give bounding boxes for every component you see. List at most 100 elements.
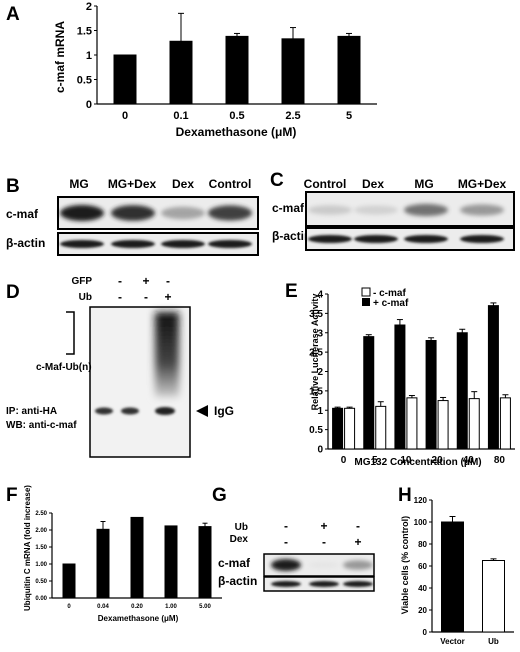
panel-g-actin-band [271, 581, 301, 587]
panel-f-x-tick-label: 0.20 [131, 604, 143, 610]
panel-h-y-tick-label: 100 [414, 518, 428, 527]
panel-h-chart: 0 20 40 60 80 100 120 Vector Ub [414, 496, 514, 646]
panel-e-bar [468, 398, 480, 450]
panel-h-y-tick-label: 40 [418, 584, 427, 593]
panel-d-wb-label: WB: anti-c-maf [6, 420, 77, 431]
panel-c: C Control Dex MG MG+Dex c-maf β-actin [270, 170, 515, 251]
panel-f-letter: F [6, 485, 18, 506]
panel-b: B MG MG+Dex Dex Control c-maf β-actin [6, 176, 259, 256]
panel-g-cmaf-band [343, 560, 373, 570]
panel-d-igg-label: IgG [214, 404, 234, 418]
panel-e-x-tick-label: 5 [372, 455, 378, 466]
panel-f-chart: 0.00 0.50 1.00 1.50 2.00 2.50 0 0.04 0.20 1.00 5.0… [35, 511, 222, 610]
panel-a-bar [113, 54, 137, 105]
panel-b-actin-band [60, 240, 104, 248]
panel-d-letter: D [6, 282, 20, 303]
panel-f-y-tick-label: 1.50 [35, 545, 47, 551]
panel-f: F Ubiquitin C mRNA (fold increase) Dexam… [6, 485, 222, 623]
panel-a-bar [281, 38, 305, 105]
panel-d-condition-label: Ub [79, 292, 92, 303]
panel-b-letter: B [6, 176, 20, 197]
panel-e-legend-label: - c-maf [373, 288, 406, 299]
panel-g-sign: + [320, 519, 327, 533]
panel-e-bar [437, 400, 449, 450]
panel-c-lane-label: Control [304, 177, 347, 191]
panel-e-x-tick-label: 20 [432, 455, 444, 466]
panel-e-y-tick-label: 2.5 [309, 348, 323, 359]
panel-c-actin-band [354, 235, 398, 243]
panel-f-y-tick-label: 2.00 [35, 528, 47, 534]
panel-e: E Relative Luciferase Activity MG132 Con… [285, 281, 515, 468]
panel-a-y-tick-label: 1 [86, 50, 92, 62]
panel-e-x-tick-label: 80 [494, 455, 506, 466]
panel-b-lane-label: Dex [172, 177, 194, 191]
panel-f-bar [96, 528, 110, 599]
panel-h-x-tick-label: Ub [488, 637, 499, 646]
panel-h-ylabel: Viable cells (% control) [400, 516, 410, 614]
panel-a-y-tick-label: 2 [86, 1, 92, 13]
panel-d-sign: - [118, 274, 122, 288]
panel-b-lane-label: MG [69, 177, 88, 191]
panel-e-xlabel: MG132 Concentration (μM) [354, 457, 481, 468]
panel-g-row-label: c-maf [218, 556, 251, 570]
panel-c-row-label: c-maf [272, 201, 305, 215]
panel-c-bands [308, 203, 504, 243]
panel-e-y-tick-label: 3.5 [309, 309, 323, 320]
panel-d-sign: + [142, 274, 149, 288]
panel-e-x-tick-label: 0 [341, 455, 347, 466]
panel-g-bands [271, 559, 373, 587]
panel-h-letter: H [398, 485, 412, 506]
panel-h-bar [482, 560, 505, 633]
panel-b-actin-band [208, 240, 252, 248]
panel-f-xlabel: Dexamethasone (μM) [98, 614, 179, 623]
panel-e-legend-swatch-empty [361, 287, 371, 297]
panel-a-x-tick-label: 0.5 [229, 110, 244, 122]
panel-e-y-tick-label: 3 [317, 328, 323, 339]
panel-h-bar [441, 521, 464, 633]
panel-a-xlabel: Dexamethasone (μM) [176, 125, 297, 139]
panel-f-bar [62, 563, 76, 599]
panel-h-y-tick-label: 80 [418, 540, 427, 549]
panel-d-igg-band [155, 407, 175, 415]
panel-f-bar [130, 516, 144, 599]
panel-f-bar [198, 526, 212, 599]
panel-d-igg-band [121, 407, 139, 415]
panel-e-bar [344, 407, 356, 450]
panel-g-sign: - [284, 535, 288, 549]
panel-b-row-label: c-maf [6, 207, 39, 221]
panel-c-row-label: β-actin [272, 229, 311, 243]
panel-d-sign: + [164, 290, 171, 304]
panel-e-bar [332, 407, 344, 450]
panel-e-bar [487, 305, 499, 450]
panel-d-ubiquitin-smear [155, 312, 179, 397]
panel-f-ylabel: Ubiquitin C mRNA (fold increase) [23, 485, 32, 611]
panel-e-bar [394, 324, 406, 450]
panel-e-bar [456, 332, 468, 450]
panel-b-actin-band [161, 240, 205, 248]
panel-a-chart: 0 0.5 1 1.5 2 0 0.1 0.5 2.5 5 [77, 1, 377, 122]
panel-e-ylabel: Relative Luciferase Activity [310, 294, 320, 411]
panel-d-sign: - [144, 290, 148, 304]
panel-c-lane-label: Dex [362, 177, 384, 191]
panel-e-letter: E [285, 281, 298, 302]
panel-c-actin-band [308, 235, 352, 243]
panel-e-legend-swatch-filled [362, 298, 370, 306]
panel-g-actin-band [309, 581, 339, 587]
panel-f-y-tick-label: 2.50 [35, 511, 47, 517]
panel-f-x-tick-label: 1.00 [165, 604, 177, 610]
panel-d-sign: - [166, 274, 170, 288]
panel-e-chart: 00.511.522.533.540 5 10 20 40 80 [309, 290, 515, 466]
panel-a-y-tick-label: 0.5 [77, 74, 92, 86]
panel-g-actin-band [343, 581, 373, 587]
panel-b-row-label: β-actin [6, 236, 45, 250]
panel-b-bands [60, 205, 252, 248]
panel-e-y-tick-label: 4 [317, 290, 323, 301]
panel-e-bar [406, 397, 418, 450]
panel-c-cmaf-band [460, 204, 504, 216]
panel-c-actin-band [404, 235, 448, 243]
panel-b-lane-label: Control [209, 177, 252, 191]
panel-g-sign: - [284, 519, 288, 533]
panel-g-cmaf-band [271, 559, 301, 571]
panel-g-sign: + [354, 535, 361, 549]
